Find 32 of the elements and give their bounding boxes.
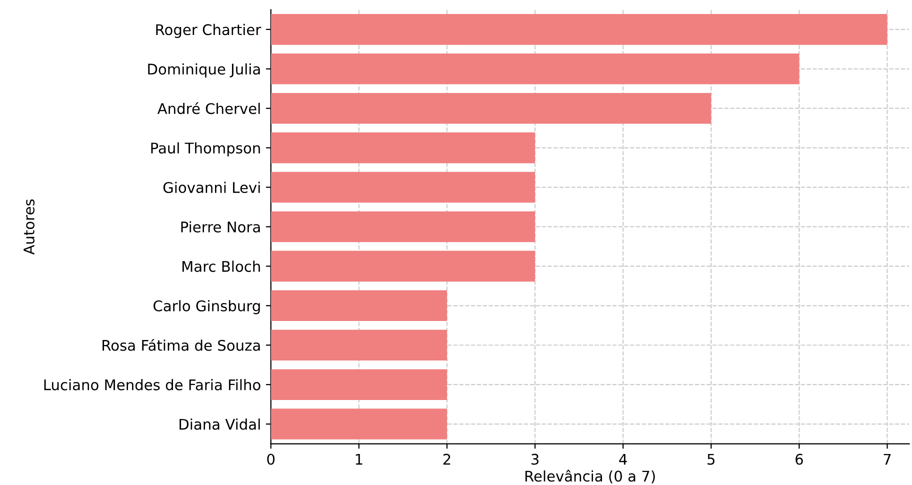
x-tick-label: 6 [796,454,803,465]
y-tick-label: André Chervel [157,102,260,114]
bar [270,211,536,242]
x-tick-label: 2 [443,454,450,465]
y-tick-label: Dominique Julia [148,63,260,78]
bar [270,54,800,84]
x-tick-label: 3 [532,454,538,465]
x-tick-label: 7 [884,454,891,465]
x-axis-title: Relevância (0 a 7) [525,470,655,484]
x-tick-label: 5 [708,454,715,465]
y-tick-label: Giovanni Levi [163,182,260,194]
y-tick-label: Luciano Mendes de Faria Filho [44,379,260,390]
bar [270,330,447,361]
bar [270,408,447,440]
y-tick-label: Pierre Nora [181,221,260,232]
bar [270,92,712,124]
bar [270,14,888,45]
bar [270,369,447,400]
x-tick-label: 1 [356,454,362,465]
y-tick-label: Carlo Ginsburg [154,300,260,314]
x-tick-label: 0 [267,454,275,465]
bar [270,290,447,322]
y-tick-label: Diana Vidal [180,418,260,430]
bar [270,250,536,282]
y-tick-label: Roger Chartier [156,24,262,38]
bar [270,132,536,164]
y-axis-title: Autores [24,199,35,255]
x-tick-label: 4 [619,454,627,465]
bar [270,172,536,203]
y-tick-label: Paul Thompson [151,142,260,156]
y-tick-label: Rosa Fátima de Souza [102,339,260,351]
y-tick-label: Marc Bloch [182,260,260,272]
